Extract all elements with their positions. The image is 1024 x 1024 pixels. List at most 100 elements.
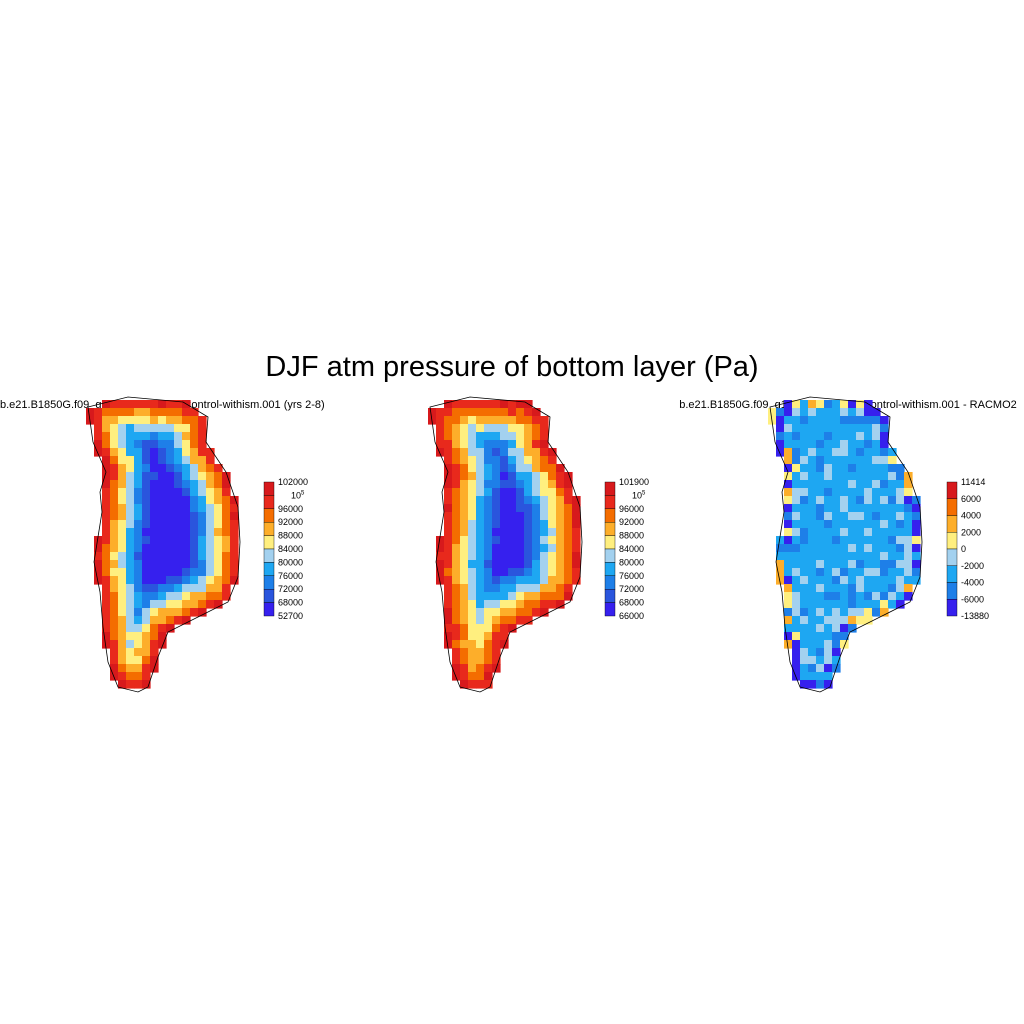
grid-cell	[800, 576, 809, 585]
grid-cell	[792, 464, 801, 473]
grid-cell	[174, 616, 183, 625]
grid-cell	[142, 552, 151, 561]
grid-cell	[808, 432, 817, 441]
grid-cell	[532, 416, 541, 425]
grid-cell	[174, 520, 183, 529]
grid-cell	[484, 576, 493, 585]
colorbar-label: 92000	[278, 517, 303, 527]
grid-cell	[532, 448, 541, 457]
grid-cell	[126, 504, 135, 513]
grid-cell	[792, 424, 801, 433]
grid-cell	[94, 552, 103, 561]
grid-cell	[864, 456, 873, 465]
grid-cell	[848, 408, 857, 417]
grid-cell	[840, 488, 849, 497]
grid-cell	[508, 584, 517, 593]
grid-cell	[816, 608, 825, 617]
grid-cell	[824, 672, 833, 681]
grid-cell	[182, 544, 191, 553]
grid-cell	[206, 576, 215, 585]
grid-cell	[206, 600, 215, 609]
grid-cell	[468, 664, 477, 673]
grid-cell	[182, 464, 191, 473]
grid-cell	[896, 560, 905, 569]
grid-cell	[800, 552, 809, 561]
grid-cell	[508, 560, 517, 569]
grid-cell	[824, 624, 833, 633]
grid-cell	[460, 560, 469, 569]
grid-cell	[174, 568, 183, 577]
grid-cell	[896, 576, 905, 585]
grid-cell	[476, 664, 485, 673]
grid-cell	[142, 488, 151, 497]
grid-cell	[190, 512, 199, 521]
grid-cell	[222, 528, 231, 537]
grid-cell	[174, 536, 183, 545]
grid-cell	[800, 472, 809, 481]
grid-cell	[102, 560, 111, 569]
colorbar-label: -2000	[961, 561, 984, 571]
grid-cell	[222, 536, 231, 545]
grid-cell	[808, 600, 817, 609]
grid-cell	[230, 536, 239, 545]
grid-cell	[476, 416, 485, 425]
grid-cell	[824, 640, 833, 649]
grid-cell	[158, 432, 167, 441]
grid-cell	[540, 576, 549, 585]
grid-cell	[872, 416, 881, 425]
grid-cell	[872, 472, 881, 481]
grid-cell	[832, 432, 841, 441]
grid-cell	[452, 544, 461, 553]
grid-cell	[792, 488, 801, 497]
grid-cell	[508, 600, 517, 609]
grid-cell	[142, 408, 151, 417]
grid-cell	[824, 592, 833, 601]
grid-cell	[824, 448, 833, 457]
grid-cell	[556, 488, 565, 497]
grid-cell	[476, 480, 485, 489]
grid-cell	[912, 544, 921, 553]
grid-cell	[824, 632, 833, 641]
grid-cell	[150, 472, 159, 481]
grid-cell	[824, 648, 833, 657]
grid-cell	[158, 560, 167, 569]
grid-cell	[142, 672, 151, 681]
grid-cell	[904, 480, 913, 489]
grid-cell	[222, 544, 231, 553]
grid-cell	[468, 408, 477, 417]
grid-cell	[784, 456, 793, 465]
grid-cell	[134, 464, 143, 473]
grid-cell	[792, 608, 801, 617]
grid-cell	[540, 528, 549, 537]
grid-cell	[864, 440, 873, 449]
coastline	[429, 396, 583, 693]
grid-cell	[476, 568, 485, 577]
grid-cell	[142, 504, 151, 513]
grid-cell	[110, 480, 119, 489]
grid-cell	[524, 536, 533, 545]
grid-cell	[158, 552, 167, 561]
grid-cell	[174, 416, 183, 425]
grid-cell	[824, 512, 833, 521]
grid-cell	[206, 584, 215, 593]
grid-cell	[864, 480, 873, 489]
grid-cell	[816, 664, 825, 673]
grid-cell	[880, 560, 889, 569]
grid-cell	[500, 528, 509, 537]
grid-cell	[524, 544, 533, 553]
grid-cell	[516, 496, 525, 505]
grid-cell	[840, 560, 849, 569]
grid-cell	[182, 456, 191, 465]
grid-cell	[532, 504, 541, 513]
grid-cell	[524, 496, 533, 505]
grid-cell	[190, 536, 199, 545]
grid-cell	[888, 528, 897, 537]
grid-cell	[134, 504, 143, 513]
grid-cell	[516, 552, 525, 561]
grid-cell	[516, 416, 525, 425]
grid-cell	[564, 544, 573, 553]
grid-cell	[134, 408, 143, 417]
grid-cell	[142, 472, 151, 481]
grid-cell	[840, 552, 849, 561]
grid-cell	[214, 536, 223, 545]
